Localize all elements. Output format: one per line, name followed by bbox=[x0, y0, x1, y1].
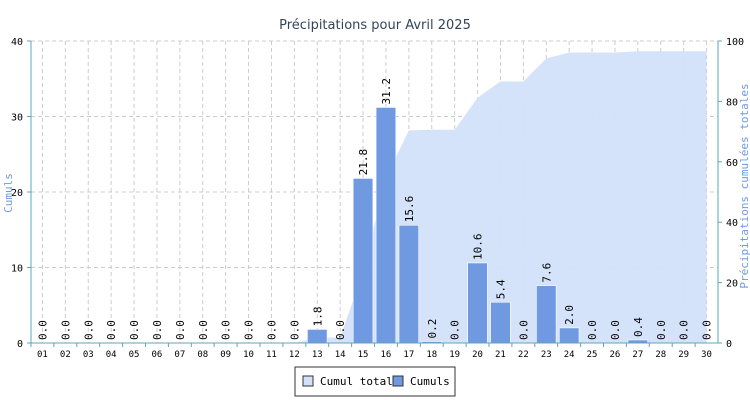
x-tick-label-11: 11 bbox=[266, 350, 277, 360]
bar-value-label-01: 0.0 bbox=[36, 320, 49, 340]
bar-value-label-26: 0.0 bbox=[609, 320, 622, 340]
bar-value-label-04: 0.0 bbox=[105, 320, 118, 340]
x-tick-label-30: 30 bbox=[701, 350, 712, 360]
x-tick-label-21: 21 bbox=[495, 350, 506, 360]
x-tick-label-27: 27 bbox=[632, 350, 643, 360]
x-tick-label-08: 08 bbox=[197, 350, 208, 360]
y-tick-label-left: 0 bbox=[17, 339, 23, 350]
x-tick-label-13: 13 bbox=[312, 350, 323, 360]
legend-swatch-cumul-total bbox=[302, 375, 314, 387]
cumulative-area bbox=[42, 51, 707, 343]
x-tick-label-04: 04 bbox=[106, 350, 117, 360]
x-tick-label-16: 16 bbox=[381, 350, 392, 360]
x-tick-label-12: 12 bbox=[289, 350, 300, 360]
bar-value-label-02: 0.0 bbox=[59, 320, 72, 340]
bar-value-label-05: 0.0 bbox=[128, 320, 141, 340]
bar-value-label-23: 7.6 bbox=[540, 263, 553, 283]
y-tick-label-right: 40 bbox=[726, 218, 738, 229]
bar-value-label-12: 0.0 bbox=[288, 320, 301, 340]
bar-16 bbox=[375, 107, 397, 344]
x-tick-label-24: 24 bbox=[564, 350, 575, 360]
bar-value-label-13: 1.8 bbox=[311, 307, 324, 327]
bar-value-label-29: 0.0 bbox=[678, 320, 691, 340]
x-tick-label-20: 20 bbox=[472, 350, 483, 360]
bar-value-label-09: 0.0 bbox=[220, 320, 233, 340]
y-tick-label-right: 100 bbox=[726, 37, 744, 48]
x-tick-label-09: 09 bbox=[220, 350, 231, 360]
x-tick-label-25: 25 bbox=[587, 350, 598, 360]
bar-value-label-25: 0.0 bbox=[586, 320, 599, 340]
bar-value-label-22: 0.0 bbox=[517, 320, 530, 340]
bar-value-label-16: 31.2 bbox=[380, 78, 393, 105]
bar-13 bbox=[307, 329, 328, 344]
x-tick-label-10: 10 bbox=[243, 350, 254, 360]
x-tick-label-23: 23 bbox=[541, 350, 552, 360]
x-tick-label-17: 17 bbox=[403, 350, 414, 360]
y-tick-label-right: 60 bbox=[726, 158, 738, 169]
bar-value-label-20: 10.6 bbox=[472, 233, 485, 260]
bar-value-label-28: 0.0 bbox=[655, 320, 668, 340]
x-tick-label-07: 07 bbox=[174, 350, 185, 360]
x-tick-label-18: 18 bbox=[426, 350, 437, 360]
x-tick-label-01: 01 bbox=[37, 350, 48, 360]
legend-label-cumuls: Cumuls bbox=[410, 375, 450, 388]
bar-value-label-27: 0.4 bbox=[632, 317, 645, 337]
bar-value-label-17: 15.6 bbox=[403, 196, 416, 223]
x-tick-label-26: 26 bbox=[610, 350, 621, 360]
y-axis-label-left: Cumuls bbox=[2, 173, 15, 213]
bar-value-label-07: 0.0 bbox=[174, 320, 187, 340]
bar-17 bbox=[398, 224, 419, 344]
x-tick-label-29: 29 bbox=[678, 350, 689, 360]
bar-value-label-11: 0.0 bbox=[265, 320, 278, 340]
bar-value-label-15: 21.8 bbox=[357, 149, 370, 176]
bar-value-label-06: 0.0 bbox=[151, 320, 164, 340]
x-tick-label-19: 19 bbox=[449, 350, 460, 360]
bar-value-label-14: 0.0 bbox=[334, 320, 347, 340]
y-tick-label-left: 10 bbox=[11, 264, 23, 275]
y-tick-label-right: 20 bbox=[726, 279, 738, 290]
legend-swatch-cumuls bbox=[392, 375, 404, 387]
legend-box bbox=[294, 366, 456, 397]
y-axis-label-right: Précipitations cumulées totales bbox=[738, 83, 750, 288]
bar-value-label-19: 0.0 bbox=[449, 320, 462, 340]
bar-value-label-18: 0.2 bbox=[426, 319, 439, 339]
area-cumul-total bbox=[42, 51, 707, 343]
legend: Cumul total Cumuls bbox=[294, 366, 456, 397]
x-tick-label-28: 28 bbox=[655, 350, 666, 360]
bar-value-label-10: 0.0 bbox=[243, 320, 256, 340]
x-tick-label-06: 06 bbox=[152, 350, 163, 360]
bar-20 bbox=[467, 262, 488, 344]
bar-value-label-30: 0.0 bbox=[701, 320, 714, 340]
y-tick-label-left: 40 bbox=[11, 37, 23, 48]
y-tick-label-left: 20 bbox=[11, 188, 23, 199]
legend-label-cumul-total: Cumul total bbox=[320, 375, 393, 388]
bar-value-labels: 0.0 0.0 0.0 0.0 0.0 0.0 0.0 0.0 0.0 0.0 0.0 0.0 1.8 0… bbox=[36, 78, 713, 340]
bar-value-label-08: 0.0 bbox=[197, 320, 210, 340]
bar-value-label-24: 2.0 bbox=[563, 305, 576, 325]
y-tick-label-right: 0 bbox=[726, 339, 732, 350]
y-tick-label-left: 30 bbox=[11, 113, 23, 124]
x-tick-label-14: 14 bbox=[335, 350, 346, 360]
x-tick-label-22: 22 bbox=[518, 350, 529, 360]
x-tick-label-05: 05 bbox=[129, 350, 140, 360]
x-tick-label-03: 03 bbox=[83, 350, 94, 360]
bars bbox=[307, 107, 648, 344]
y-tick-label-right: 80 bbox=[726, 97, 738, 108]
x-tick-label-02: 02 bbox=[60, 350, 71, 360]
bar-21 bbox=[490, 301, 511, 344]
bar-24 bbox=[559, 327, 580, 344]
axes: 0 10 20 30 40 0 20 40 60 80 100 01 02 03 04 05 06 07 08 09 1… bbox=[11, 37, 744, 360]
bar-23 bbox=[536, 285, 557, 344]
chart-title: Précipitations pour Avril 2025 bbox=[279, 18, 471, 33]
x-tick-label-15: 15 bbox=[358, 350, 369, 360]
bar-value-label-21: 5.4 bbox=[494, 279, 507, 299]
bar-15 bbox=[352, 178, 374, 344]
bar-value-label-03: 0.0 bbox=[82, 320, 95, 340]
